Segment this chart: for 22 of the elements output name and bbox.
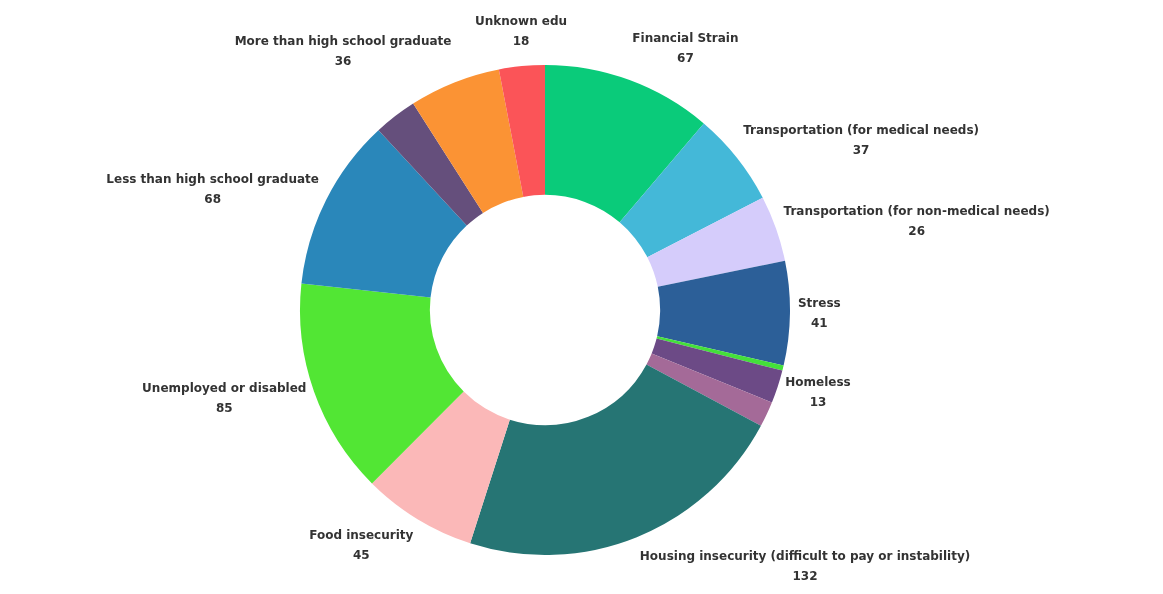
data-label: 132 xyxy=(792,569,818,584)
slice-label: Transportation (for medical needs) xyxy=(743,123,980,138)
data-label: 41 xyxy=(810,315,828,330)
data-label: 67 xyxy=(677,51,694,66)
slice-label: Homeless xyxy=(785,375,851,390)
slice-label: Housing insecurity (difficult to pay or instability) xyxy=(639,549,971,564)
data-label: 37 xyxy=(852,143,870,158)
data-label: 18 xyxy=(512,34,530,49)
slice-label: More than high school graduate xyxy=(234,34,452,49)
slice-label: Financial Strain xyxy=(632,31,739,46)
slice-label: Transportation (for non-medical needs) xyxy=(783,203,1050,218)
data-label: 13 xyxy=(809,395,827,410)
slice-label: Food insecurity xyxy=(309,527,414,542)
data-label: 68 xyxy=(204,191,221,206)
data-label: 85 xyxy=(215,400,233,415)
slice-label: Stress xyxy=(797,295,841,310)
slice-label: Unknown edu xyxy=(475,14,568,29)
data-label: 26 xyxy=(908,223,926,238)
slice-label: Less than high school graduate xyxy=(106,171,319,186)
data-label: 45 xyxy=(352,547,370,562)
slice-label: Unemployed or disabled xyxy=(142,380,307,395)
data-label: 36 xyxy=(334,54,352,69)
